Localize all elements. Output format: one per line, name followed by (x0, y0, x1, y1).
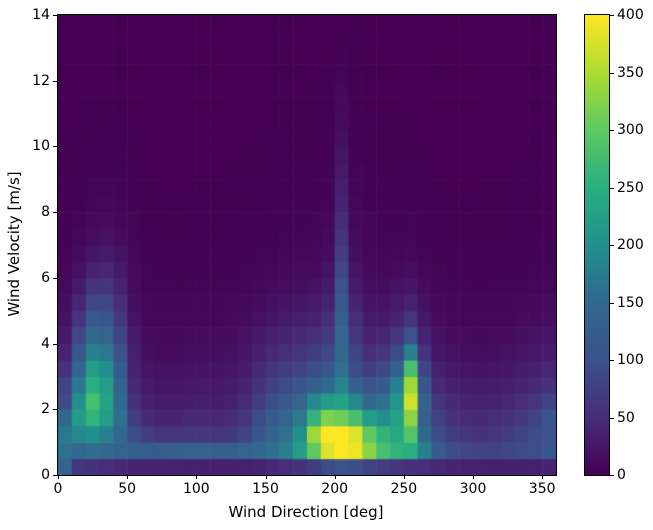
x-tick-mark (403, 475, 405, 479)
colorbar-tick-mark (610, 130, 614, 131)
x-tick-label: 250 (390, 481, 418, 497)
x-tick-label: 150 (252, 481, 279, 497)
colorbar-tick-label: 400 (617, 7, 644, 23)
y-tick-mark (53, 475, 57, 476)
colorbar-tick-label: 100 (617, 352, 644, 368)
y-tick-mark (53, 146, 57, 148)
y-tick-mark (53, 343, 57, 345)
heatmap-plot-area (57, 14, 557, 476)
y-tick-label: 10 (32, 138, 50, 155)
x-tick-mark (265, 475, 267, 479)
colorbar-tick-label: 350 (617, 64, 644, 81)
colorbar-canvas (585, 15, 609, 475)
colorbar-tick-mark (610, 15, 614, 16)
colorbar-tick-label: 150 (617, 294, 644, 311)
colorbar-tick-mark (610, 187, 614, 189)
colorbar-tick-label: 200 (617, 237, 644, 253)
y-tick-label: 0 (41, 467, 50, 483)
y-tick-label: 6 (41, 269, 50, 286)
colorbar-tick-label: 250 (617, 179, 644, 196)
colorbar-tick-mark (610, 417, 614, 419)
x-tick-label: 350 (528, 481, 556, 497)
x-tick-label: 200 (321, 481, 349, 497)
y-tick-label: 8 (41, 204, 50, 221)
x-tick-mark (127, 475, 129, 479)
colorbar-tick-mark (610, 475, 614, 476)
x-tick-mark (58, 475, 59, 479)
x-tick-mark (473, 475, 474, 479)
colorbar-tick-label: 0 (617, 467, 626, 483)
y-tick-label: 12 (32, 72, 50, 89)
colorbar-tick-mark (610, 72, 614, 74)
x-tick-label: 50 (118, 481, 137, 497)
heatmap-canvas (58, 15, 556, 475)
y-tick-label: 14 (32, 7, 50, 23)
y-tick-label: 2 (41, 401, 50, 418)
y-tick-mark (53, 212, 57, 214)
colorbar-tick-label: 50 (617, 409, 635, 426)
colorbar (584, 14, 610, 476)
y-tick-mark (53, 409, 57, 411)
x-tick-mark (334, 475, 336, 479)
y-tick-mark (53, 80, 57, 82)
colorbar-tick-mark (610, 302, 614, 304)
colorbar-tick-mark (610, 245, 614, 246)
y-tick-mark (53, 277, 57, 279)
x-tick-label: 300 (459, 481, 487, 497)
x-tick-mark (196, 475, 198, 479)
x-tick-label: 100 (182, 481, 210, 497)
colorbar-tick-label: 300 (617, 122, 644, 138)
y-tick-label: 4 (41, 335, 50, 352)
y-tick-mark (53, 15, 57, 16)
colorbar-tick-mark (610, 360, 614, 361)
x-tick-label: 0 (53, 481, 63, 497)
x-axis-label: Wind Direction [deg] (228, 503, 384, 521)
x-tick-mark (542, 475, 544, 479)
y-axis-label: Wind Velocity [m/s] (5, 171, 23, 317)
